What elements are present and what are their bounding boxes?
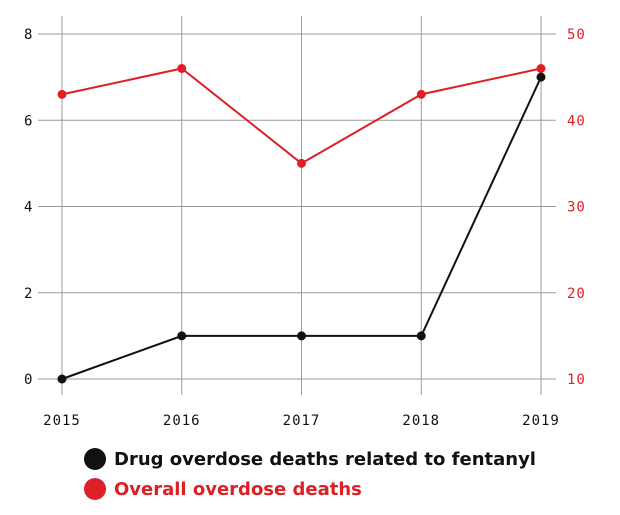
legend-label-overall: Overall overdose deaths — [114, 478, 362, 500]
legend: Drug overdose deaths related to fentanyl… — [84, 444, 564, 504]
right-tick-label: 40 — [567, 113, 586, 129]
legend-item-fentanyl: Drug overdose deaths related to fentanyl — [84, 444, 564, 474]
x-tick-label: 2016 — [163, 413, 201, 429]
data-point-overall — [177, 64, 187, 73]
left-axis-ticks: 0 2 4 6 8 — [24, 27, 33, 388]
right-tick-label: 50 — [567, 27, 586, 43]
data-point-fentanyl — [57, 374, 67, 384]
data-point-overall — [416, 89, 426, 99]
x-axis-ticks: 2015 2016 2017 2018 2019 — [43, 413, 560, 429]
grid — [38, 16, 556, 395]
x-tick-label: 2017 — [283, 413, 321, 429]
left-tick-label: 2 — [24, 286, 33, 302]
legend-label-fentanyl: Drug overdose deaths related to fentanyl — [114, 448, 536, 470]
x-tick-label: 2019 — [522, 413, 560, 429]
legend-item-overall: Overall overdose deaths — [84, 474, 564, 504]
x-tick-label: 2015 — [43, 413, 81, 429]
x-tick-label: 2018 — [402, 413, 440, 429]
legend-marker-overall — [84, 478, 106, 500]
data-point-overall — [297, 158, 306, 168]
series-layer — [57, 64, 546, 384]
data-point-fentanyl — [177, 331, 187, 341]
left-tick-label: 6 — [24, 113, 33, 129]
data-point-overall — [57, 89, 67, 99]
right-tick-label: 10 — [567, 372, 586, 388]
right-tick-label: 30 — [567, 200, 586, 216]
data-point-fentanyl — [536, 72, 546, 82]
left-tick-label: 0 — [24, 372, 33, 388]
data-point-fentanyl — [297, 331, 306, 341]
left-tick-label: 4 — [24, 200, 33, 216]
data-point-overall — [536, 64, 546, 73]
right-tick-label: 20 — [567, 286, 586, 302]
right-axis-ticks: 10 20 30 40 50 — [567, 27, 586, 388]
left-tick-label: 8 — [24, 27, 33, 43]
data-point-fentanyl — [416, 331, 426, 341]
legend-marker-fentanyl — [84, 448, 106, 470]
